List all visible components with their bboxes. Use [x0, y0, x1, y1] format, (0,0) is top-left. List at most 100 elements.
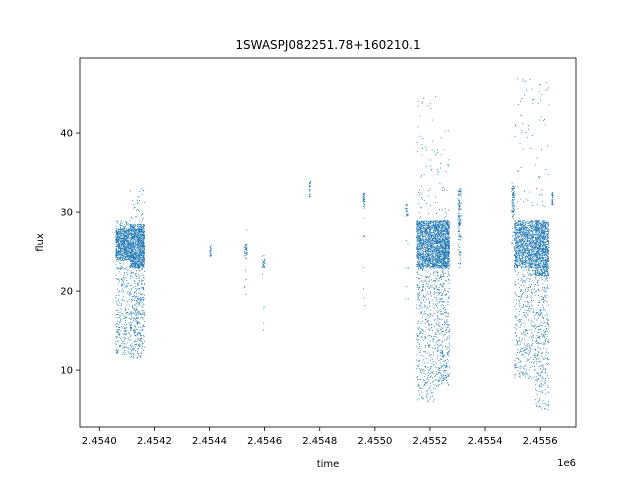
- data-point: [115, 238, 117, 240]
- data-point: [444, 130, 446, 132]
- data-point: [140, 243, 142, 245]
- data-point: [119, 320, 121, 322]
- data-point: [133, 227, 135, 229]
- data-point: [137, 326, 139, 328]
- data-point: [135, 249, 137, 251]
- data-point: [425, 225, 427, 227]
- data-point: [129, 228, 131, 230]
- data-point: [424, 222, 426, 224]
- data-point: [445, 257, 447, 259]
- data-point: [138, 235, 139, 237]
- data-point: [432, 221, 434, 223]
- data-point: [438, 264, 440, 266]
- data-point: [438, 369, 439, 371]
- data-point: [446, 231, 448, 233]
- data-point: [419, 237, 421, 239]
- data-point: [430, 259, 432, 261]
- data-point: [137, 345, 139, 346]
- data-point: [435, 234, 436, 236]
- data-point: [137, 349, 139, 351]
- data-point: [117, 351, 119, 353]
- data-point: [125, 317, 127, 319]
- data-point: [448, 234, 449, 236]
- data-point: [139, 300, 141, 301]
- data-point: [131, 238, 133, 240]
- data-point: [445, 252, 447, 254]
- data-point: [436, 305, 438, 306]
- data-point: [142, 263, 144, 265]
- data-point: [127, 239, 128, 241]
- data-point: [416, 151, 418, 153]
- data-point: [447, 259, 448, 261]
- data-point: [424, 254, 426, 256]
- data-point: [437, 289, 439, 290]
- data-point: [418, 224, 420, 226]
- data-point: [244, 250, 246, 252]
- data-point: [140, 228, 142, 230]
- data-point: [433, 230, 435, 232]
- data-point: [131, 250, 133, 252]
- data-point: [441, 310, 443, 312]
- data-point: [119, 344, 121, 346]
- data-point: [442, 243, 444, 245]
- data-point: [133, 238, 135, 240]
- data-point: [125, 316, 127, 318]
- data-point: [115, 252, 117, 254]
- data-point: [438, 235, 440, 237]
- data-point: [418, 189, 420, 191]
- data-point: [430, 396, 432, 398]
- data-point: [132, 247, 134, 249]
- data-point: [438, 280, 440, 282]
- data-point: [431, 266, 433, 267]
- data-point: [130, 252, 131, 254]
- data-point: [133, 254, 135, 256]
- data-point: [123, 281, 124, 283]
- data-point: [118, 239, 119, 241]
- data-point: [244, 253, 246, 254]
- data-point: [434, 221, 436, 223]
- data-point: [437, 252, 439, 254]
- data-point: [440, 260, 442, 261]
- data-point: [421, 185, 422, 187]
- data-point: [246, 249, 248, 251]
- data-point: [430, 221, 432, 223]
- data-point: [429, 238, 431, 240]
- data-point: [423, 379, 425, 381]
- data-point: [425, 279, 426, 281]
- data-point: [116, 350, 118, 352]
- data-point: [425, 246, 427, 248]
- data-point: [135, 229, 137, 230]
- data-point: [131, 350, 133, 352]
- data-point: [140, 248, 142, 250]
- data-point: [440, 254, 442, 255]
- data-point: [427, 342, 429, 344]
- data-point: [130, 293, 132, 295]
- data-point: [119, 258, 121, 260]
- data-point: [136, 312, 138, 314]
- data-point: [418, 234, 420, 236]
- data-point: [141, 294, 143, 296]
- data-point: [426, 258, 428, 260]
- data-point: [436, 222, 438, 224]
- data-point: [429, 241, 431, 243]
- data-point: [441, 269, 443, 271]
- data-point: [440, 235, 442, 237]
- data-point: [445, 245, 447, 247]
- data-point: [405, 208, 407, 209]
- data-point: [126, 228, 127, 230]
- data-point: [432, 225, 434, 227]
- data-point: [130, 243, 132, 245]
- data-point: [425, 252, 427, 254]
- data-point: [122, 248, 124, 250]
- data-point: [121, 254, 123, 256]
- data-point: [418, 390, 419, 392]
- data-point: [432, 231, 434, 233]
- data-point: [141, 228, 142, 230]
- data-point: [416, 220, 418, 222]
- data-point: [126, 242, 128, 244]
- data-point: [438, 318, 440, 320]
- data-point: [128, 255, 130, 257]
- data-point: [447, 253, 449, 255]
- data-point: [432, 266, 434, 268]
- data-point: [433, 338, 435, 340]
